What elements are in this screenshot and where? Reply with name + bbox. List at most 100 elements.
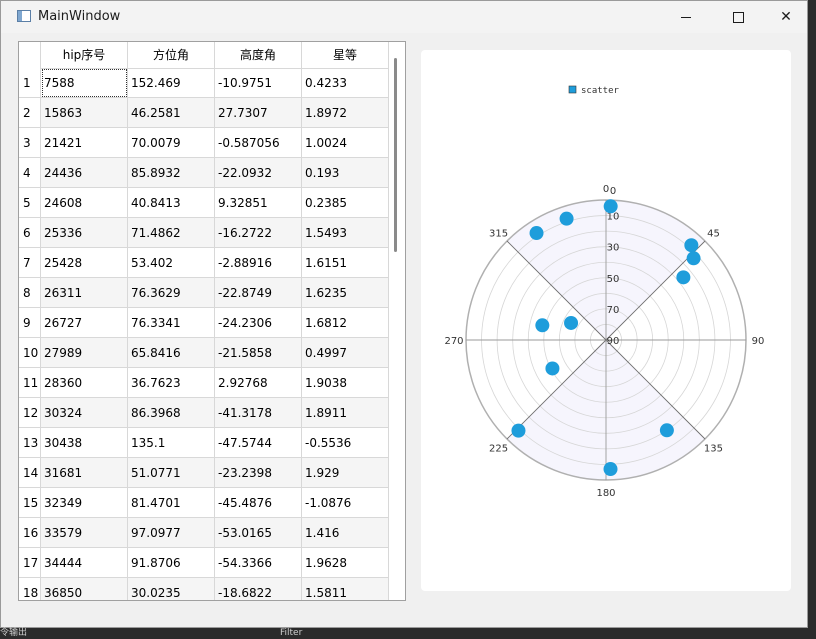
cell-magnitude[interactable]: 1.6235	[302, 278, 389, 308]
scatter-point[interactable]	[511, 423, 526, 438]
table-row[interactable]: 10 27989 65.8416 -21.5858 0.4997	[19, 338, 389, 368]
cell-azimuth[interactable]: 40.8413	[128, 188, 215, 218]
cell-altitude[interactable]: -54.3366	[215, 548, 302, 578]
row-header[interactable]: 7	[19, 248, 41, 278]
scatter-point[interactable]	[676, 270, 691, 285]
cell-hip[interactable]: 36850	[41, 578, 128, 600]
row-header[interactable]: 15	[19, 488, 41, 518]
scatter-point[interactable]	[564, 315, 579, 330]
cell-altitude[interactable]: -10.9751	[215, 68, 302, 98]
cell-azimuth[interactable]: 135.1	[128, 428, 215, 458]
cell-hip[interactable]: 27989	[41, 338, 128, 368]
cell-magnitude[interactable]: 1.9038	[302, 368, 389, 398]
row-header[interactable]: 10	[19, 338, 41, 368]
scatter-point[interactable]	[603, 199, 618, 214]
row-header[interactable]: 5	[19, 188, 41, 218]
cell-azimuth[interactable]: 53.402	[128, 248, 215, 278]
cell-hip[interactable]: 26727	[41, 308, 128, 338]
cell-hip[interactable]: 33579	[41, 518, 128, 548]
vertical-scrollbar[interactable]	[394, 58, 397, 252]
cell-hip[interactable]: 34444	[41, 548, 128, 578]
row-header[interactable]: 17	[19, 548, 41, 578]
table-row[interactable]: 9 26727 76.3341 -24.2306 1.6812	[19, 308, 389, 338]
cell-magnitude[interactable]: 1.8911	[302, 398, 389, 428]
cell-azimuth[interactable]: 76.3341	[128, 308, 215, 338]
table-row[interactable]: 8 26311 76.3629 -22.8749 1.6235	[19, 278, 389, 308]
scatter-point[interactable]	[659, 423, 674, 438]
cell-azimuth[interactable]: 81.4701	[128, 488, 215, 518]
table-row[interactable]: 18 36850 30.0235 -18.6822 1.5811	[19, 578, 389, 600]
cell-altitude[interactable]: -21.5858	[215, 338, 302, 368]
cell-azimuth[interactable]: 65.8416	[128, 338, 215, 368]
table-row[interactable]: 16 33579 97.0977 -53.0165 1.416	[19, 518, 389, 548]
cell-azimuth[interactable]: 97.0977	[128, 518, 215, 548]
cell-altitude[interactable]: -22.8749	[215, 278, 302, 308]
cell-altitude[interactable]: 27.7307	[215, 98, 302, 128]
row-header[interactable]: 8	[19, 278, 41, 308]
table-row[interactable]: 15 32349 81.4701 -45.4876 -1.0876	[19, 488, 389, 518]
cell-altitude[interactable]: 9.32851	[215, 188, 302, 218]
title-bar[interactable]: MainWindow ✕	[1, 1, 807, 33]
cell-magnitude[interactable]: 0.4997	[302, 338, 389, 368]
star-table[interactable]: hip序号 方位角 高度角 星等 1 7588 152.469 -10.9751 0.4…	[18, 41, 406, 601]
cell-magnitude[interactable]: 1.9628	[302, 548, 389, 578]
row-header[interactable]: 14	[19, 458, 41, 488]
cell-azimuth[interactable]: 86.3968	[128, 398, 215, 428]
cell-magnitude[interactable]: 0.4233	[302, 68, 389, 98]
table-row[interactable]: 14 31681 51.0771 -23.2398 1.929	[19, 458, 389, 488]
row-header[interactable]: 4	[19, 158, 41, 188]
cell-magnitude[interactable]: 1.416	[302, 518, 389, 548]
cell-hip[interactable]: 25336	[41, 218, 128, 248]
cell-hip[interactable]: 21421	[41, 128, 128, 158]
cell-azimuth[interactable]: 71.4862	[128, 218, 215, 248]
scatter-point[interactable]	[686, 251, 701, 266]
cell-magnitude[interactable]: 1.6151	[302, 248, 389, 278]
cell-altitude[interactable]: -16.2722	[215, 218, 302, 248]
cell-azimuth[interactable]: 36.7623	[128, 368, 215, 398]
cell-altitude[interactable]: -45.4876	[215, 488, 302, 518]
row-header[interactable]: 16	[19, 518, 41, 548]
table-row[interactable]: 11 28360 36.7623 2.92768 1.9038	[19, 368, 389, 398]
cell-magnitude[interactable]: 1.929	[302, 458, 389, 488]
table-row[interactable]: 12 30324 86.3968 -41.3178 1.8911	[19, 398, 389, 428]
cell-altitude[interactable]: -41.3178	[215, 398, 302, 428]
cell-hip[interactable]: 32349	[41, 488, 128, 518]
cell-altitude[interactable]: -24.2306	[215, 308, 302, 338]
row-header[interactable]: 6	[19, 218, 41, 248]
close-button[interactable]: ✕	[763, 1, 809, 33]
table-row[interactable]: 17 34444 91.8706 -54.3366 1.9628	[19, 548, 389, 578]
table-row[interactable]: 5 24608 40.8413 9.32851 0.2385	[19, 188, 389, 218]
cell-altitude[interactable]: -22.0932	[215, 158, 302, 188]
cell-magnitude[interactable]: -0.5536	[302, 428, 389, 458]
column-header-azimuth[interactable]: 方位角	[128, 42, 215, 68]
cell-azimuth[interactable]: 70.0079	[128, 128, 215, 158]
table-row[interactable]: 7 25428 53.402 -2.88916 1.6151	[19, 248, 389, 278]
cell-azimuth[interactable]: 46.2581	[128, 98, 215, 128]
table-row[interactable]: 4 24436 85.8932 -22.0932 0.193	[19, 158, 389, 188]
scatter-point[interactable]	[603, 462, 618, 477]
cell-altitude[interactable]: -23.2398	[215, 458, 302, 488]
cell-magnitude[interactable]: 0.193	[302, 158, 389, 188]
cell-azimuth[interactable]: 76.3629	[128, 278, 215, 308]
column-header-hip[interactable]: hip序号	[41, 42, 128, 68]
cell-altitude[interactable]: -53.0165	[215, 518, 302, 548]
cell-magnitude[interactable]: 0.2385	[302, 188, 389, 218]
column-header-altitude[interactable]: 高度角	[215, 42, 302, 68]
table-row[interactable]: 1 7588 152.469 -10.9751 0.4233	[19, 68, 389, 98]
cell-altitude[interactable]: -0.587056	[215, 128, 302, 158]
row-header[interactable]: 9	[19, 308, 41, 338]
cell-altitude[interactable]: -18.6822	[215, 578, 302, 600]
row-header[interactable]: 3	[19, 128, 41, 158]
cell-magnitude[interactable]: -1.0876	[302, 488, 389, 518]
cell-hip[interactable]: 30438	[41, 428, 128, 458]
corner-header[interactable]	[19, 42, 41, 68]
cell-magnitude[interactable]: 1.5811	[302, 578, 389, 600]
cell-altitude[interactable]: 2.92768	[215, 368, 302, 398]
cell-hip[interactable]: 7588	[41, 68, 128, 98]
cell-hip[interactable]: 26311	[41, 278, 128, 308]
table-row[interactable]: 6 25336 71.4862 -16.2722 1.5493	[19, 218, 389, 248]
table-row[interactable]: 3 21421 70.0079 -0.587056 1.0024	[19, 128, 389, 158]
cell-magnitude[interactable]: 1.5493	[302, 218, 389, 248]
scatter-point[interactable]	[684, 238, 699, 253]
row-header[interactable]: 11	[19, 368, 41, 398]
